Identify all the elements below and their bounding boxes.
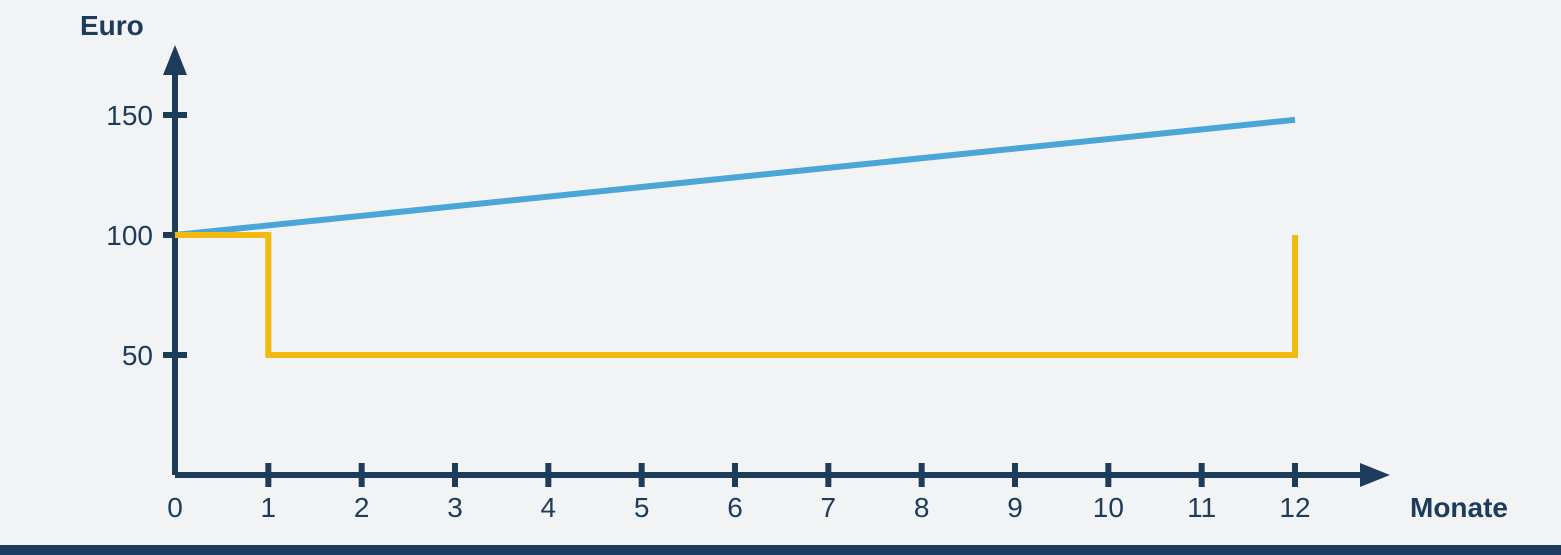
x-axis-label: Monate — [1410, 492, 1508, 523]
x-tick-label: 5 — [634, 492, 650, 523]
y-tick-label: 50 — [122, 340, 153, 371]
x-tick-label: 1 — [261, 492, 277, 523]
x-tick-label: 8 — [914, 492, 930, 523]
x-tick-label: 7 — [821, 492, 837, 523]
x-tick-label: 4 — [541, 492, 557, 523]
x-tick-label: 9 — [1007, 492, 1023, 523]
x-tick-label: 6 — [727, 492, 743, 523]
x-tick-label: 12 — [1279, 492, 1310, 523]
line-chart: 50100150Euro0123456789101112Monate — [0, 0, 1561, 555]
x-tick-label: 10 — [1093, 492, 1124, 523]
chart-container: 50100150Euro0123456789101112Monate — [0, 0, 1561, 555]
x-tick-label: 2 — [354, 492, 370, 523]
x-tick-label: 11 — [1187, 492, 1216, 523]
chart-bg — [0, 0, 1561, 555]
x-tick-label: 0 — [167, 492, 183, 523]
y-axis-label: Euro — [80, 10, 144, 41]
x-tick-label: 3 — [447, 492, 463, 523]
y-tick-label: 100 — [106, 220, 153, 251]
footer-bar — [0, 545, 1561, 555]
y-tick-label: 150 — [106, 100, 153, 131]
